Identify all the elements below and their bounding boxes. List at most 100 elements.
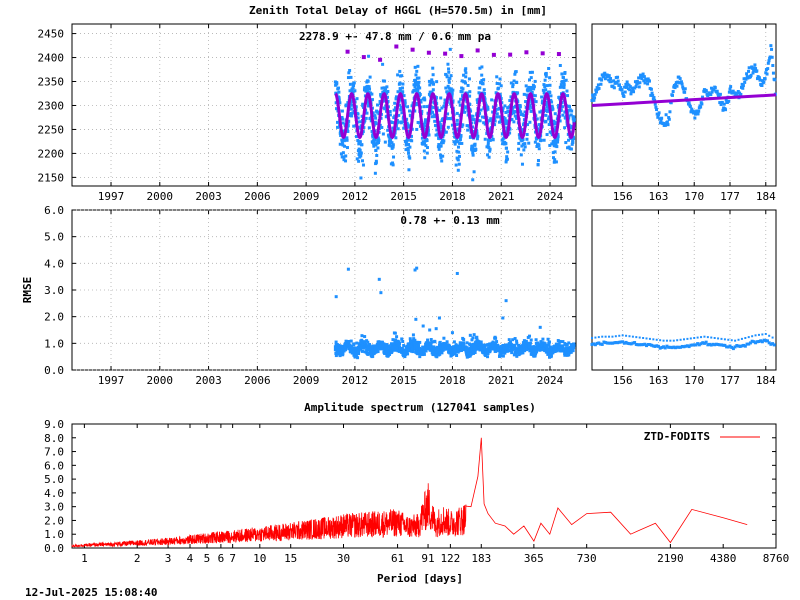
rmse-recent-point [765, 339, 769, 343]
rmse-recent-point-upper [696, 336, 699, 339]
spectrum-xlabel: Period [days] [377, 572, 463, 585]
ztd-point [515, 81, 519, 85]
ztd-point [385, 85, 389, 89]
rmse-point [385, 352, 389, 356]
rmse-point [515, 339, 519, 343]
ztd-point [445, 75, 449, 79]
ztd-point [383, 79, 387, 83]
ztd-point [478, 119, 482, 123]
ztd-point [550, 100, 554, 104]
ztd-recent-xtick-label: 156 [613, 190, 633, 203]
ztd-recent-point [590, 99, 594, 103]
ztd-recent-point [673, 86, 677, 90]
ztd-point [456, 158, 460, 162]
rmse-recent-point [677, 345, 681, 349]
spectrum-ytick-label: 5.0 [44, 473, 64, 486]
rmse-recent-point [713, 343, 717, 347]
ztd-recent-point [646, 82, 650, 86]
ztd-point [543, 85, 547, 89]
rmse-recent-point-upper [611, 335, 614, 338]
ztd-point [393, 114, 397, 118]
ztd-point [469, 109, 473, 113]
ztd-point [561, 76, 565, 80]
ztd-point [406, 105, 410, 109]
ztd-recent-point [643, 81, 647, 85]
ztd-point [407, 155, 411, 159]
ztd-point [391, 143, 395, 147]
ztd-recent-point [659, 119, 663, 123]
rmse-recent-point [592, 342, 596, 346]
rmse-point [520, 349, 524, 353]
ztd-recent-point [709, 93, 713, 97]
ztd-point [488, 149, 492, 153]
rmse-recent-point-upper [679, 338, 682, 341]
rmse-point [411, 347, 415, 351]
rmse-recent-point [721, 343, 725, 347]
ztd-recent-point [640, 74, 644, 78]
ztd-point [394, 136, 398, 140]
ztd-point [360, 114, 364, 118]
ztd-point [337, 86, 341, 90]
ztd-point [491, 138, 495, 142]
ztd-point [336, 120, 340, 124]
ztd-point [374, 122, 378, 126]
ztd-point [340, 109, 344, 113]
ztd-recent-point [760, 83, 764, 87]
ztd-recent-point [697, 109, 701, 113]
ztd-recent-point [649, 87, 653, 91]
ztd-point [508, 127, 512, 131]
rmse-point [415, 340, 419, 344]
rmse-recent-point-upper [683, 338, 685, 341]
rmse-point [356, 356, 360, 360]
ztd-recent-point [771, 71, 775, 75]
ztd-point [364, 116, 368, 120]
rmse-recent-point [730, 345, 734, 349]
rmse-recent-point [609, 341, 613, 345]
ztd-point [535, 145, 539, 149]
ztd-point [553, 158, 557, 162]
ztd-point [336, 125, 340, 129]
rmse-point [523, 349, 527, 353]
ztd-recent-point [637, 85, 641, 89]
ztd-point [542, 83, 546, 87]
rmse-point [508, 340, 512, 344]
rmse-point [524, 339, 528, 343]
ztd-point [367, 85, 371, 89]
rmse-recent-point [633, 341, 637, 345]
ztd-point [467, 77, 471, 81]
ztd-point [399, 121, 403, 125]
ztd-point [486, 153, 490, 157]
rmse-point [474, 340, 478, 344]
ztd-point [499, 84, 503, 88]
ztd-point [528, 104, 532, 108]
ztd-point [461, 87, 465, 91]
ztd-point [376, 136, 380, 140]
ztd-point [416, 89, 420, 93]
rmse-recent-point [639, 343, 643, 347]
rmse-recent-point-upper [669, 339, 672, 342]
rmse-point [398, 347, 402, 351]
rmse-point [411, 339, 415, 343]
ztd-point [397, 113, 401, 117]
rmse-point [412, 337, 416, 341]
ztd-point [529, 88, 533, 92]
rmse-recent-point [747, 342, 751, 346]
rmse-point [528, 334, 532, 338]
ztd-point [504, 146, 508, 150]
rmse-recent-point-upper [740, 337, 743, 340]
ztd-point [355, 157, 359, 161]
ztd-point [475, 98, 479, 102]
rmse-recent-point-upper [730, 339, 733, 342]
rmse-point [409, 349, 413, 353]
ztd-point [522, 92, 526, 96]
rmse-point [377, 340, 381, 344]
ztd-recent-point [664, 113, 668, 117]
ztd-recent-point [766, 61, 770, 65]
ztd-point [431, 110, 435, 114]
rmse-point [549, 353, 553, 357]
ztd-point [463, 105, 467, 109]
ztd-point [345, 138, 349, 142]
rmse-recent-point [757, 340, 761, 344]
rmse-outlier [379, 291, 383, 295]
ztd-point [555, 145, 559, 149]
